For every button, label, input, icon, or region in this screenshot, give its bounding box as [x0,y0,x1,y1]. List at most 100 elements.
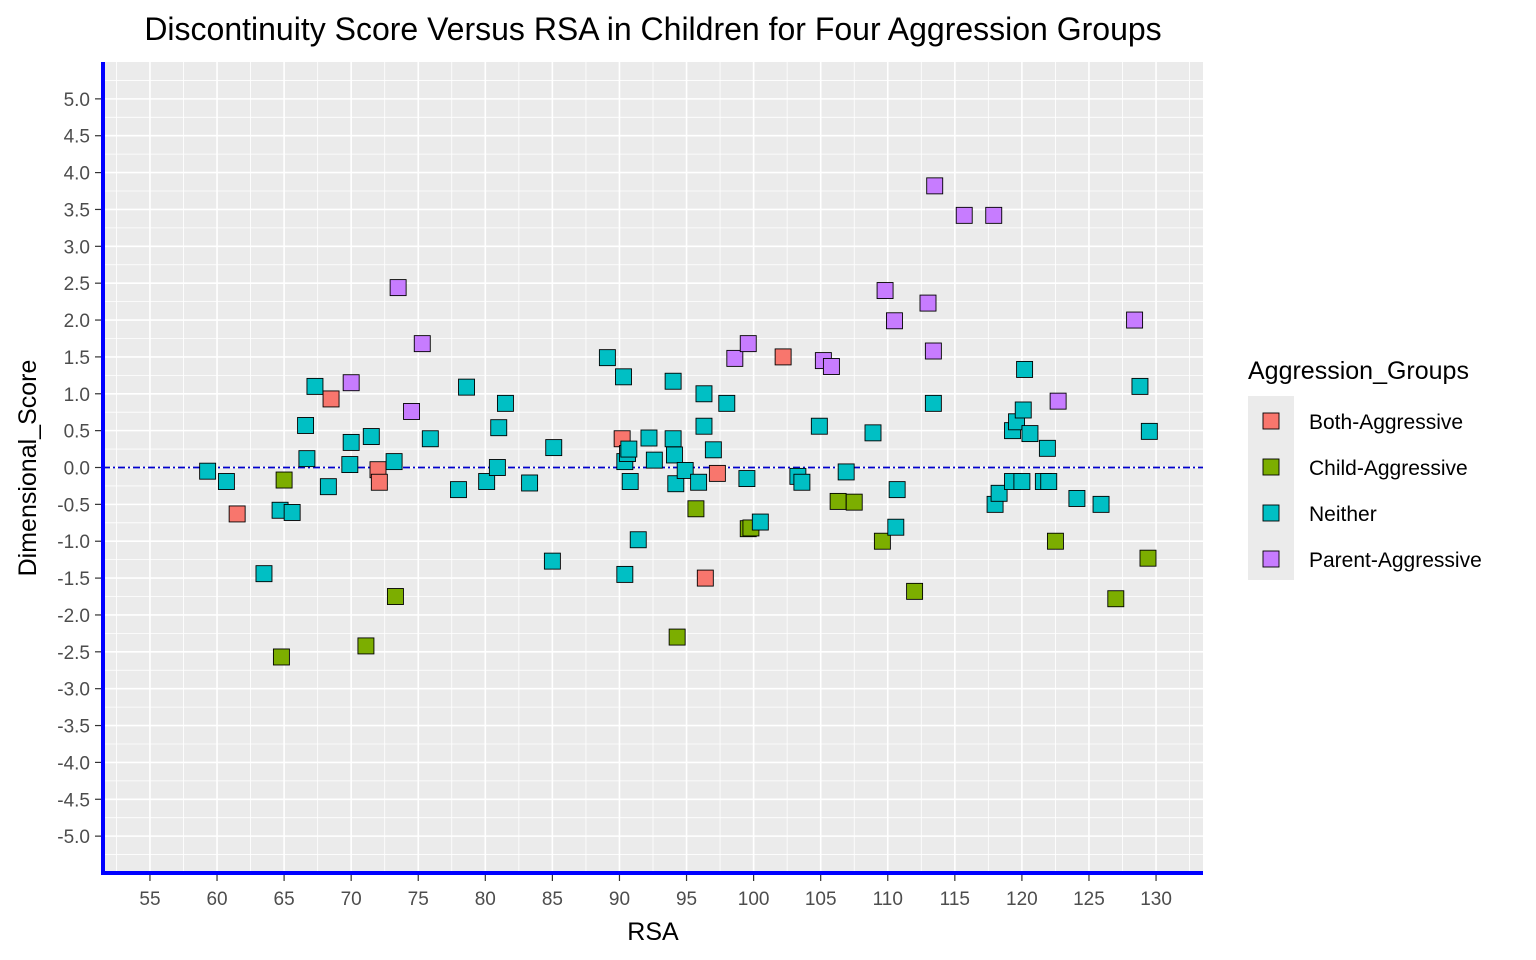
data-point-neither [837,463,855,481]
legend-label-parent-aggressive: Parent-Aggressive [1309,549,1482,572]
data-point-neither [1014,401,1032,419]
data-point-neither [319,478,337,496]
data-point-parent-aggressive [919,294,937,312]
y-tick-label: -0.5 [57,495,90,516]
y-tick-label: -2.5 [57,643,90,664]
data-point-neither [629,531,647,549]
legend-title: Aggression_Groups [1248,357,1469,385]
data-point-neither [458,378,475,396]
y-tick-label: -3.0 [57,680,90,701]
data-point-child-aggressive [873,532,891,550]
x-tick-label: 115 [940,889,970,910]
data-point-neither [666,446,683,464]
data-point-neither [793,473,811,491]
legend-items: Both-Aggressive Child-Aggressive Neither Pa… [1262,411,1482,572]
data-point-neither [1140,422,1158,440]
data-point-parent-aggressive [403,403,420,420]
data-point-neither [676,461,694,479]
x-tick-label: 120 [1006,889,1038,910]
legend-key-parent-aggressive [1262,550,1280,568]
data-point-neither [887,518,905,536]
legend-key-neither [1262,504,1280,522]
y-tick-label: 1.5 [64,348,90,369]
data-point-parent-aggressive [985,206,1003,224]
y-tick-label: -5.0 [57,827,90,848]
data-point-neither [864,424,882,442]
x-axis-ticks: 55 60 65 70 75 80 85 90 95 100 105 110 115 120 125 130 [139,875,1172,910]
y-tick-label: -3.5 [57,717,90,738]
x-tick-label: 100 [738,889,770,910]
data-point-parent-aggressive [342,374,360,392]
data-point-parent-aggressive [389,279,407,297]
y-tick-label: 4.0 [64,164,90,185]
y-tick-label: 0.0 [64,459,90,480]
data-point-neither [217,473,235,490]
data-point-both-aggressive [228,505,246,523]
data-point-neither [1016,360,1034,378]
x-tick-label: 125 [1073,889,1105,910]
data-point-neither [616,565,634,583]
x-tick-label: 95 [676,889,697,910]
data-point-both-aggressive [322,390,340,408]
data-point-neither [496,394,514,412]
data-point-neither [990,484,1008,502]
data-point-parent-aggressive [739,335,757,353]
data-point-neither [490,419,508,437]
data-point-neither [297,417,315,434]
data-point-neither [615,368,632,386]
data-point-neither [283,504,301,521]
data-point-neither [690,473,708,491]
data-point-parent-aggressive [726,349,744,367]
data-point-neither [1038,439,1056,457]
data-point-neither [645,451,663,469]
x-axis-title: RSA [627,918,679,946]
data-point-neither [695,385,713,403]
x-tick-label: 60 [206,889,227,910]
legend-key-both-aggressive [1262,412,1280,430]
data-point-neither [298,450,316,468]
y-tick-label: -2.0 [57,606,90,627]
x-tick-label: 105 [805,889,837,910]
data-point-neither [751,513,769,531]
x-tick-label: 65 [274,889,295,910]
data-point-neither [924,394,942,412]
data-point-neither [695,417,713,435]
data-point-child-aggressive [1107,590,1125,608]
x-tick-label: 70 [341,889,362,910]
data-point-child-aggressive [386,588,404,605]
data-point-neither [704,441,722,459]
y-tick-label: -1.0 [57,532,90,553]
data-point-parent-aggressive [413,335,431,353]
data-point-parent-aggressive [822,358,840,375]
data-point-child-aggressive [906,582,924,600]
data-point-child-aggressive [272,648,290,666]
y-tick-label: 1.0 [64,385,90,406]
data-point-child-aggressive [687,500,705,518]
data-point-neither [620,440,638,458]
axes [101,62,1203,875]
data-point-parent-aggressive [955,206,973,224]
data-point-parent-aggressive [1049,392,1067,410]
data-point-neither [341,456,359,474]
data-point-neither [640,429,658,447]
data-point-neither [1092,495,1110,513]
legend-label-both-aggressive: Both-Aggressive [1309,411,1463,434]
data-point-child-aggressive [357,637,375,655]
data-point-neither [1013,473,1031,490]
data-point-neither [667,475,685,493]
data-point-neither [810,417,828,435]
chart-title: Discontinuity Score Versus RSA in Childr… [144,11,1161,47]
data-point-neither [450,481,467,499]
data-point-both-aggressive [370,473,388,491]
data-point-neither [543,552,561,570]
data-point-child-aggressive [668,628,686,646]
x-tick-label: 130 [1140,889,1172,910]
data-point-neither [199,462,217,480]
x-tick-label: 90 [609,889,630,910]
data-point-neither [664,430,682,448]
data-point-parent-aggressive [1126,311,1144,329]
data-point-neither [1068,490,1086,507]
data-point-neither [621,473,639,490]
y-tick-label: 4.5 [64,127,90,148]
